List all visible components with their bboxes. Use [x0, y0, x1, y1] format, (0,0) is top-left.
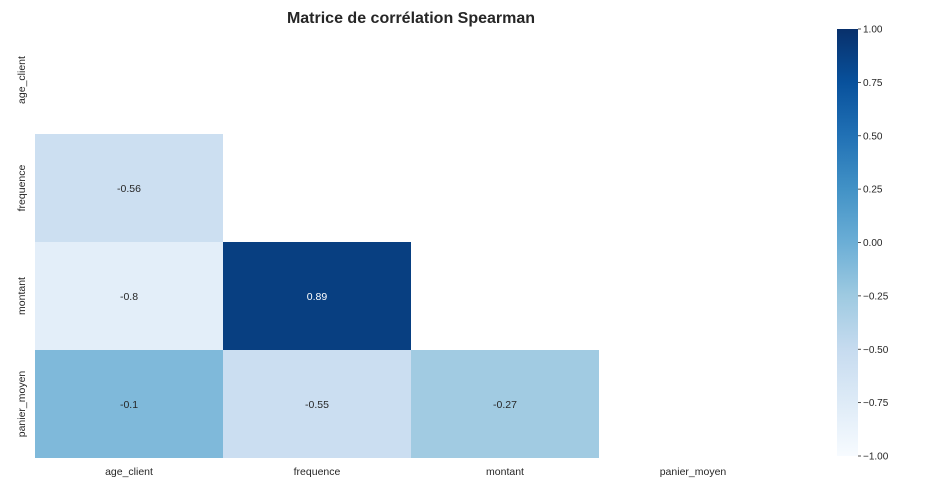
heatmap-cells: -0.56 -0.8 0.89 -0.1 -0.55 -0.27 — [35, 134, 599, 458]
colorbar-tick-label: −0.50 — [863, 345, 889, 356]
colorbar-tick-label: 0.00 — [863, 238, 883, 249]
cell-value-label: -0.55 — [305, 399, 329, 411]
heatmap-cell-frequence-age_client — [35, 134, 223, 242]
heatmap-cell-panier_moyen-age_client — [35, 350, 223, 458]
x-tick-label-panier_moyen: panier_moyen — [660, 466, 727, 478]
colorbar-tick-label: 1.00 — [863, 25, 883, 36]
chart-title: Matrice de corrélation Spearman — [287, 10, 535, 27]
x-tick-label-age_client: age_client — [105, 466, 153, 478]
colorbar-tick-label: −1.00 — [863, 452, 889, 463]
heatmap-cell-panier_moyen-frequence — [223, 350, 411, 458]
heatmap-cell-montant-age_client — [35, 242, 223, 350]
y-axis-tick-labels: age_client frequence montant panier_moyen — [16, 56, 28, 437]
colorbar-gradient — [837, 29, 858, 456]
cell-value-label: -0.1 — [120, 399, 138, 411]
x-axis-tick-labels: age_client frequence montant panier_moyen — [105, 466, 726, 478]
y-tick-label-frequence: frequence — [16, 164, 28, 211]
colorbar-tick-label: −0.25 — [863, 291, 889, 302]
colorbar-tick-label: 0.50 — [863, 131, 883, 142]
heatmap-cell-panier_moyen-montant — [411, 350, 599, 458]
x-tick-label-montant: montant — [486, 466, 524, 478]
colorbar: 1.00 0.75 0.50 0.25 0.00 −0.25 −0.50 −0.75 −1.00 — [837, 25, 889, 463]
cell-value-label: -0.27 — [493, 399, 517, 411]
x-tick-label-frequence: frequence — [294, 466, 341, 478]
y-tick-label-montant: montant — [16, 277, 28, 315]
cell-value-label: -0.8 — [120, 291, 138, 303]
heatmap-cell-montant-frequence — [223, 242, 411, 350]
cell-value-label: -0.56 — [117, 183, 141, 195]
cell-value-label: 0.89 — [307, 291, 328, 303]
colorbar-tick-label: −0.75 — [863, 398, 889, 409]
y-tick-label-panier_moyen: panier_moyen — [16, 371, 28, 438]
colorbar-tick-label: 0.25 — [863, 185, 883, 196]
y-tick-label-age_client: age_client — [16, 56, 28, 104]
colorbar-tick-label: 0.75 — [863, 78, 883, 89]
